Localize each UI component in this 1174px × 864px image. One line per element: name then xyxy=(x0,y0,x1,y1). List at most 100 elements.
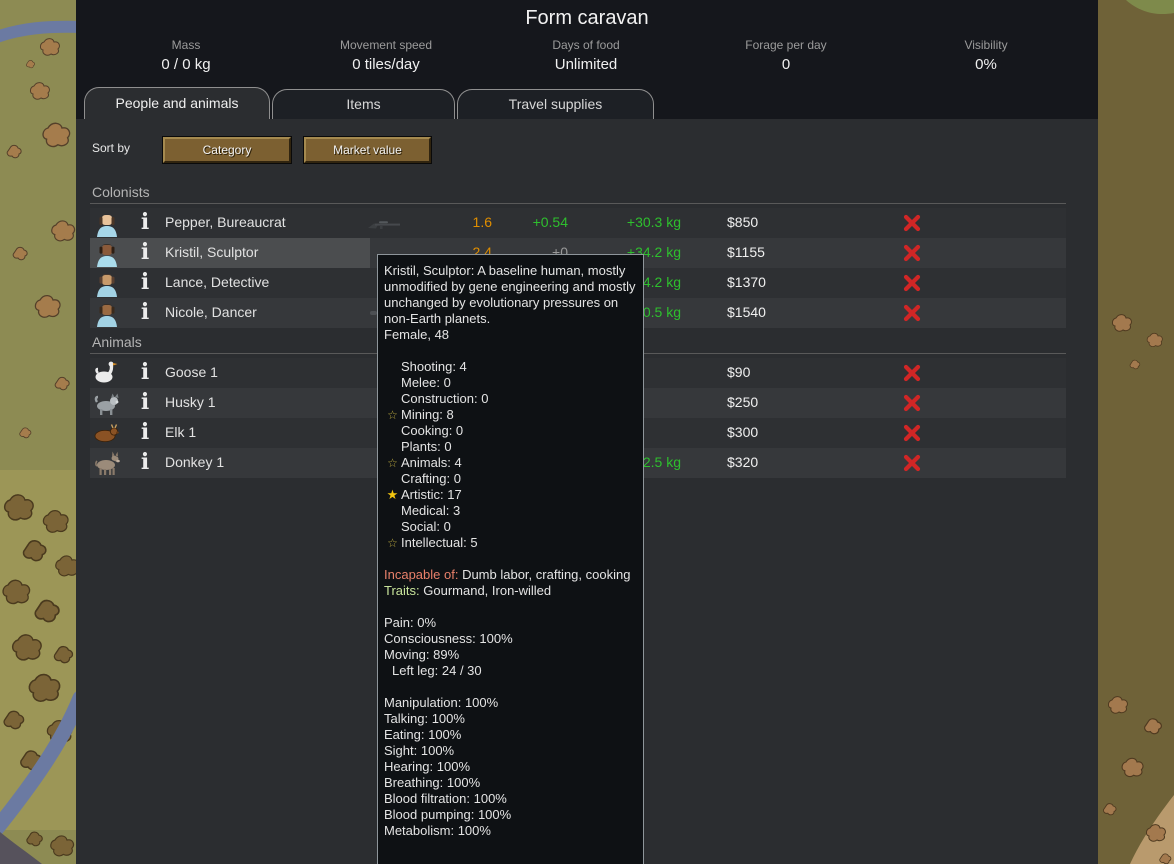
tooltip-condition: Pain: 0% Consciousness: 100% Moving: 89%… xyxy=(384,615,637,679)
pawn-portrait xyxy=(93,269,121,297)
animal-icon-goose xyxy=(93,359,121,387)
market-value: $250 xyxy=(727,394,759,410)
tooltip-injury: Left leg: 24 / 30 xyxy=(392,663,482,678)
pawn-name: Pepper, Bureaucrat xyxy=(165,214,286,230)
pack-capacity-value: 0.5 kg xyxy=(642,304,681,320)
rifle-icon xyxy=(367,217,401,229)
efficiency-value: 1.6 xyxy=(472,214,492,230)
skill-line: Medical: 3 xyxy=(401,503,461,518)
skill-line: ☆ Animals: 4 xyxy=(384,455,637,471)
pack-capacity-value: 2.5 kg xyxy=(642,454,681,470)
colonists-section-header: Colonists xyxy=(92,184,150,200)
remove-button[interactable] xyxy=(902,303,922,323)
remove-button[interactable] xyxy=(902,423,922,443)
market-value: $1540 xyxy=(727,304,766,320)
stat-label: Movement speed xyxy=(339,38,433,52)
stat-label: Days of food xyxy=(552,38,620,52)
passion-star-icon: ☆ xyxy=(387,536,398,550)
stat-label: Mass xyxy=(171,38,201,52)
weapon-icon xyxy=(370,311,377,315)
hover-highlight xyxy=(90,238,370,268)
passion-star-icon: ☆ xyxy=(387,408,398,422)
pack-capacity-value: +30.3 kg xyxy=(626,214,681,230)
info-icon[interactable]: i xyxy=(140,239,150,265)
tooltip-description: Kristil, Sculptor: A baseline human, mos… xyxy=(384,263,636,326)
animal-name: Husky 1 xyxy=(165,394,216,410)
passion-star-icon: ★ xyxy=(386,487,399,502)
tab-people-and-animals[interactable]: People and animals xyxy=(84,87,270,119)
tooltip-incapable: Incapable of: Dumb labor, crafting, cook… xyxy=(384,567,631,582)
skill-line: Construction: 0 xyxy=(401,391,489,406)
stat-value: 0% xyxy=(975,56,997,73)
info-icon[interactable]: i xyxy=(140,419,150,445)
remove-button[interactable] xyxy=(902,363,922,383)
remove-button[interactable] xyxy=(902,453,922,473)
info-icon[interactable]: i xyxy=(140,389,150,415)
world-map-right xyxy=(1098,0,1174,864)
stat-movement-speed: Movement speed 0 tiles/day xyxy=(286,38,486,76)
tab-travel-supplies[interactable]: Travel supplies xyxy=(457,89,654,119)
remove-button[interactable] xyxy=(902,273,922,293)
pawn-tooltip: Kristil, Sculptor: A baseline human, mos… xyxy=(377,254,644,864)
skill-line: Melee: 0 xyxy=(401,375,451,390)
skill-line: ☆ Intellectual: 5 xyxy=(384,535,637,551)
stat-mass: Mass 0 / 0 kg xyxy=(86,38,286,76)
market-value: $1155 xyxy=(727,244,765,260)
skill-line: Crafting: 0 xyxy=(401,471,461,486)
stat-days-of-food: Days of food Unlimited xyxy=(486,38,686,76)
pawn-name: Kristil, Sculptor xyxy=(165,244,259,260)
animals-section-header: Animals xyxy=(92,334,142,350)
animal-name: Goose 1 xyxy=(165,364,218,380)
section-divider xyxy=(90,203,1066,204)
animal-icon-husky xyxy=(93,389,121,417)
market-value: $850 xyxy=(727,214,759,230)
tooltip-traits: Traits: Gourmand, Iron-willed xyxy=(384,583,552,598)
market-value: $90 xyxy=(727,364,751,380)
skill-line: ☆ Mining: 8 xyxy=(384,407,637,423)
stat-value: 0 tiles/day xyxy=(352,56,420,73)
info-icon[interactable]: i xyxy=(140,209,150,235)
remove-button[interactable] xyxy=(902,243,922,263)
market-value: $1370 xyxy=(727,274,766,290)
skill-line: Social: 0 xyxy=(401,519,451,534)
info-icon[interactable]: i xyxy=(140,359,150,385)
stat-forage-per-day: Forage per day 0 xyxy=(686,38,886,76)
sort-category-button[interactable]: Category xyxy=(162,136,292,164)
info-icon[interactable]: i xyxy=(140,269,150,295)
stat-value: 0 xyxy=(781,56,791,73)
tooltip-subtitle: Female, 48 xyxy=(384,327,450,342)
animal-name: Donkey 1 xyxy=(165,454,225,470)
animal-icon-donkey xyxy=(93,449,121,477)
info-icon[interactable]: i xyxy=(140,299,150,325)
passion-star-icon: ☆ xyxy=(387,456,398,470)
pawn-portrait xyxy=(93,209,121,237)
stat-value: Unlimited xyxy=(554,56,618,73)
stat-label: Visibility xyxy=(964,38,1008,52)
market-value: $320 xyxy=(727,454,759,470)
pawn-name: Lance, Detective xyxy=(165,274,270,290)
skill-line: Plants: 0 xyxy=(401,439,452,454)
sort-by-label: Sort by xyxy=(92,141,131,155)
pawn-portrait xyxy=(93,299,121,327)
stat-value: 0 / 0 kg xyxy=(161,56,211,73)
tooltip-capacities: Manipulation: 100% Talking: 100% Eating:… xyxy=(384,695,512,838)
skill-line: Shooting: 4 xyxy=(401,359,467,374)
animal-icon-elk xyxy=(93,419,121,447)
pawn-name: Nicole, Dancer xyxy=(165,304,257,320)
speed-bonus-value: +0.54 xyxy=(532,214,568,230)
world-map-left xyxy=(0,0,76,864)
info-icon[interactable]: i xyxy=(140,449,150,475)
caravan-row-pepper[interactable]: i Pepper, Bureaucrat 1.6 +0.54 +30.3 kg … xyxy=(90,208,1066,238)
pawn-portrait xyxy=(93,239,121,267)
animal-name: Elk 1 xyxy=(165,424,197,440)
remove-button[interactable] xyxy=(902,213,922,233)
skill-line: ★ Artistic: 17 xyxy=(384,487,637,503)
pack-capacity-value: 4.2 kg xyxy=(642,274,681,290)
skill-line: Cooking: 0 xyxy=(401,423,464,438)
sort-market-value-button[interactable]: Market value xyxy=(303,136,432,164)
stat-label: Forage per day xyxy=(745,38,827,52)
remove-button[interactable] xyxy=(902,393,922,413)
stat-visibility: Visibility 0% xyxy=(886,38,1086,76)
tab-items[interactable]: Items xyxy=(272,89,455,119)
